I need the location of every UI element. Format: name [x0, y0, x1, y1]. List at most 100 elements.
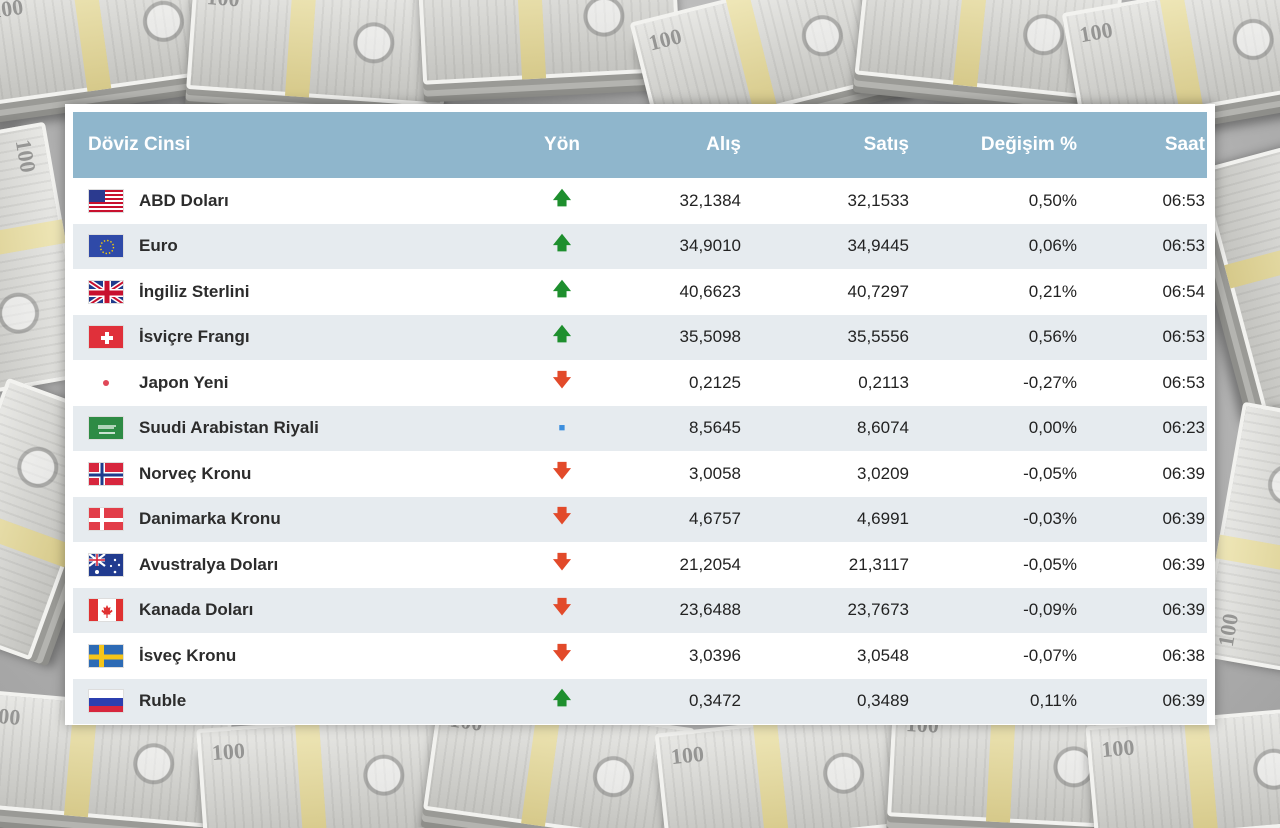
header-buy[interactable]: Alış	[706, 134, 741, 155]
change-percent: -0,27%	[1023, 372, 1077, 392]
buy-rate: 34,9010	[679, 236, 741, 256]
table-row[interactable]: Danimarka Kronu 🡇 4,6757 4,6991 -0,03% 0…	[73, 496, 1207, 542]
change-percent: 0,50%	[1028, 190, 1077, 210]
eu-flag-icon	[88, 234, 124, 259]
change-percent: -0,05%	[1023, 554, 1077, 574]
no-flag-icon	[88, 461, 124, 486]
change-percent: -0,09%	[1023, 600, 1077, 620]
ca-flag-icon	[88, 598, 124, 623]
currency-cell: Suudi Arabistan Riyali	[88, 416, 319, 441]
change-percent: 0,06%	[1028, 236, 1077, 256]
table-row[interactable]: Norveç Kronu 🡇 3,0058 3,0209 -0,05% 06:3…	[73, 451, 1207, 497]
table-body: ABD Doları 🡅 32,1384 32,1533 0,50% 06:53…	[73, 178, 1207, 724]
currency-name: ABD Doları	[139, 190, 229, 210]
gb-flag-icon	[88, 279, 124, 304]
buy-rate: 0,3472	[689, 691, 741, 711]
currency-name: Ruble	[139, 691, 187, 711]
sell-rate: 4,6991	[857, 509, 909, 529]
direction-down-icon: 🡇	[552, 642, 572, 663]
direction-down-icon: 🡇	[552, 369, 572, 390]
buy-rate: 23,6488	[679, 600, 741, 620]
header-change[interactable]: Değişim %	[980, 134, 1077, 155]
change-percent: -0,07%	[1023, 645, 1077, 665]
buy-rate: 32,1384	[679, 190, 741, 210]
dk-flag-icon	[88, 507, 124, 532]
update-time: 06:39	[1162, 600, 1205, 620]
buy-rate: 3,0058	[689, 463, 741, 483]
direction-down-icon: 🡇	[552, 597, 572, 618]
direction-up-icon: 🡅	[552, 324, 572, 345]
update-time: 06:39	[1162, 554, 1205, 574]
sa-flag-icon	[88, 416, 124, 441]
direction-up-icon: 🡅	[552, 187, 572, 208]
buy-rate: 8,5645	[689, 418, 741, 438]
update-time: 06:23	[1162, 418, 1205, 438]
currency-cell: İngiliz Sterlini	[88, 279, 250, 304]
buy-rate: 40,6623	[679, 281, 741, 301]
header-time[interactable]: Saat	[1164, 134, 1205, 155]
header-currency[interactable]: Döviz Cinsi	[88, 134, 191, 155]
se-flag-icon	[88, 643, 124, 668]
update-time: 06:39	[1162, 691, 1205, 711]
header-sell[interactable]: Satış	[863, 134, 909, 155]
currency-name: İsveç Kronu	[139, 645, 237, 665]
currency-name: Avustralya Doları	[139, 554, 279, 574]
currency-cell: Japon Yeni	[88, 370, 229, 395]
buy-rate: 35,5098	[679, 327, 741, 347]
direction-down-icon: 🡇	[552, 506, 572, 527]
currency-name: Danimarka Kronu	[139, 509, 281, 529]
currency-name: İsviçre Frangı	[139, 327, 250, 347]
direction-up-icon: 🡅	[552, 233, 572, 254]
change-percent: -0,05%	[1023, 463, 1077, 483]
us-flag-icon	[88, 188, 124, 213]
currency-cell: ABD Doları	[88, 188, 229, 213]
update-time: 06:39	[1162, 509, 1205, 529]
update-time: 06:53	[1162, 372, 1205, 392]
change-percent: -0,03%	[1023, 509, 1077, 529]
currency-cell: Euro	[88, 234, 178, 259]
direction-down-icon: 🡇	[552, 460, 572, 481]
sell-rate: 34,9445	[847, 236, 909, 256]
au-flag-icon	[88, 552, 124, 577]
change-percent: 0,11%	[1030, 691, 1077, 711]
change-percent: 0,21%	[1028, 281, 1077, 301]
currency-cell: Kanada Doları	[88, 598, 253, 623]
currency-cell: Danimarka Kronu	[88, 507, 281, 532]
buy-rate: 4,6757	[689, 509, 741, 529]
table-row[interactable]: ABD Doları 🡅 32,1384 32,1533 0,50% 06:53	[73, 178, 1207, 224]
ru-flag-icon	[88, 689, 124, 714]
ch-flag-icon	[88, 325, 124, 350]
sell-rate: 3,0548	[857, 645, 909, 665]
update-time: 06:53	[1162, 327, 1205, 347]
update-time: 06:53	[1162, 190, 1205, 210]
header-direction[interactable]: Yön	[544, 134, 580, 155]
table-row[interactable]: İngiliz Sterlini 🡅 40,6623 40,7297 0,21%…	[73, 269, 1207, 315]
table-row[interactable]: İsviçre Frangı 🡅 35,5098 35,5556 0,56% 0…	[73, 314, 1207, 360]
buy-rate: 3,0396	[689, 645, 741, 665]
sell-rate: 0,3489	[857, 691, 909, 711]
change-percent: 0,56%	[1028, 327, 1077, 347]
currency-cell: Avustralya Doları	[88, 552, 279, 577]
table-row[interactable]: İsveç Kronu 🡇 3,0396 3,0548 -0,07% 06:38	[73, 633, 1207, 679]
table-row[interactable]: Japon Yeni 🡇 0,2125 0,2113 -0,27% 06:53	[73, 360, 1207, 406]
table-row[interactable]: Kanada Doları 🡇 23,6488 23,7673 -0,09% 0…	[73, 587, 1207, 633]
currency-name: Japon Yeni	[139, 372, 229, 392]
sell-rate: 8,6074	[857, 418, 909, 438]
sell-rate: 21,3117	[848, 554, 909, 574]
currency-cell: İsveç Kronu	[88, 643, 237, 668]
change-percent: 0,00%	[1028, 418, 1077, 438]
table-row[interactable]: Ruble 🡅 0,3472 0,3489 0,11% 06:39	[73, 678, 1207, 724]
table-row[interactable]: Euro 🡅 34,9010 34,9445 0,06% 06:53	[73, 223, 1207, 269]
update-time: 06:39	[1162, 463, 1205, 483]
currency-cell: Norveç Kronu	[88, 461, 251, 486]
direction-same-icon: ■	[558, 422, 566, 435]
currency-cell: İsviçre Frangı	[88, 325, 250, 350]
table-row[interactable]: Suudi Arabistan Riyali ■ 8,5645 8,6074 0…	[73, 405, 1207, 451]
sell-rate: 32,1533	[847, 190, 909, 210]
table-row[interactable]: Avustralya Doları 🡇 21,2054 21,3117 -0,0…	[73, 542, 1207, 588]
sell-rate: 23,7673	[847, 600, 909, 620]
jp-flag-icon	[88, 370, 124, 395]
exchange-rate-table: Döviz Cinsi Yön Alış Satış Değişim % Saa…	[65, 104, 1215, 725]
update-time: 06:53	[1162, 236, 1205, 256]
currency-name: İngiliz Sterlini	[139, 281, 250, 301]
